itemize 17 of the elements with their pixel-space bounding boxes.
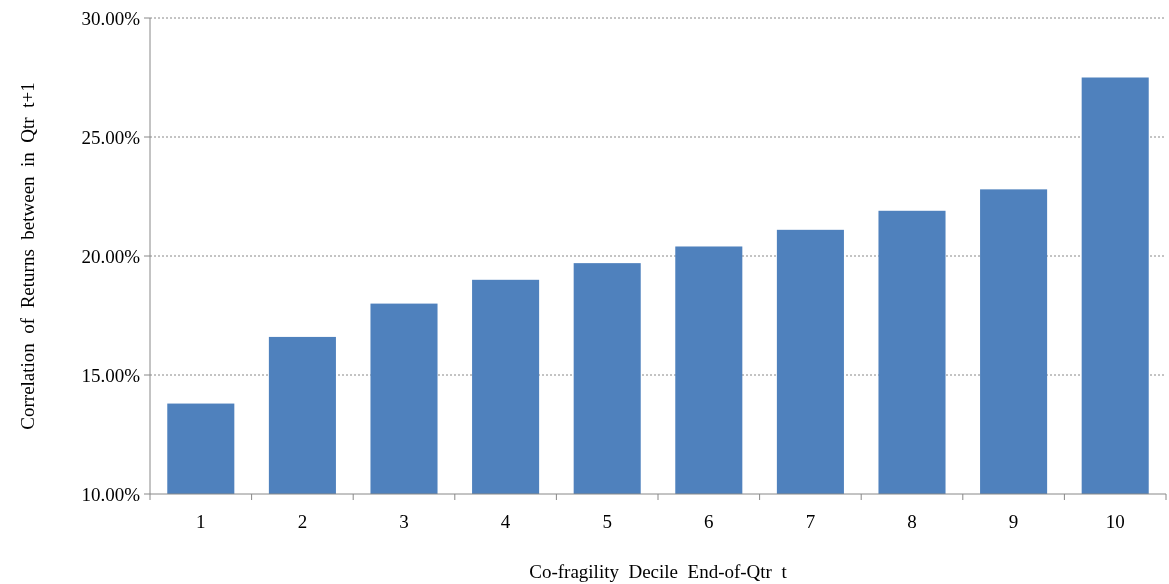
- x-tick-label: 3: [399, 511, 409, 532]
- y-axis-title: Correlation of Returns between in Qtr t+1: [17, 82, 38, 430]
- y-tick-label: 20.00%: [81, 245, 141, 267]
- x-tick-label: 2: [297, 511, 308, 532]
- x-tick-label: 4: [500, 511, 511, 532]
- y-tick-label: 15.00%: [81, 364, 141, 386]
- x-tick-label: 8: [907, 511, 917, 532]
- y-tick-label: 10.00%: [81, 483, 141, 505]
- y-tick-label: 30.00%: [81, 7, 141, 29]
- y-tick-label: 25.00%: [81, 126, 141, 148]
- x-tick-label: 6: [704, 511, 714, 532]
- x-tick-label: 10: [1105, 511, 1125, 532]
- x-tick-label: 7: [805, 511, 816, 532]
- x-tick-label: 1: [196, 511, 206, 532]
- x-tick-label: 5: [602, 511, 612, 532]
- x-axis-title: Co-fragility Decile End-of-Qtr t: [529, 561, 788, 582]
- x-tick-label: 9: [1008, 511, 1019, 532]
